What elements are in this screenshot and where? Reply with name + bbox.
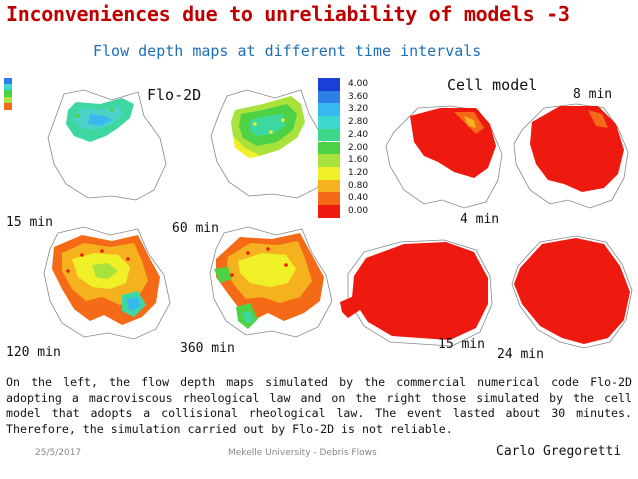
map-cell-15-min [340,239,493,347]
legend-label: 2.80 [348,117,369,128]
footer-date: 25/5/2017 [35,448,82,458]
legend-label: 0.40 [348,193,369,204]
legend-entry: 2.80 [318,116,378,129]
legend-swatch [318,103,340,117]
legend-swatch [318,154,340,167]
right-model-header: Cell model [447,76,538,94]
label-cell-24-min: 24 min [497,347,544,362]
label-cell-4-min: 4 min [460,212,500,227]
legend-swatch [318,166,340,180]
legend-entry: 3.60 [318,90,378,104]
slide-title: Inconveniences due to unreliability of m… [6,2,570,26]
legend-label: 1.60 [348,155,369,166]
legend-label: 3.20 [348,104,369,115]
label-flo2d-60-min: 60 min [172,221,219,236]
mini-color-bar [4,78,12,110]
map-flo2d-15-min [47,89,167,201]
legend-entry: 0.40 [318,192,378,205]
legend-label: 2.40 [348,129,369,140]
legend-label: 3.60 [348,91,369,102]
legend-swatch [318,78,340,91]
map-cell-24-min [511,235,633,349]
label-cell-15-min: 15 min [438,337,485,352]
legend-entry: 3.20 [318,103,378,117]
legend-swatch [318,141,340,155]
legend-label: 0.00 [348,206,369,216]
label-flo2d-360-min: 360 min [180,341,235,356]
depth-legend: 4.00 3.60 3.20 2.80 2.40 2.00 1.60 1.20 … [318,78,380,248]
map-flo2d-60-min [210,89,330,199]
legend-entry: 0.80 [318,179,378,193]
legend-entry: 1.20 [318,166,378,180]
legend-label: 4.00 [348,79,369,89]
footer-center-text: Mekelle University - Debris Flows [228,448,377,458]
legend-entry: 2.40 [318,128,378,142]
legend-swatch [318,179,340,193]
legend-entry: 1.60 [318,154,378,167]
label-flo2d-15-min: 15 min [6,215,53,230]
footer-author: Carlo Gregoretti [496,444,622,459]
legend-label: 1.20 [348,167,369,178]
legend-swatch [318,205,340,218]
map-flo2d-120-min [43,226,171,340]
legend-entry: 4.00 [318,78,378,91]
legend-entry: 0.00 [318,205,378,218]
map-flo2d-360-min [209,226,333,338]
legend-swatch [318,90,340,104]
legend-label: 0.80 [348,180,369,191]
legend-label: 2.00 [348,142,369,153]
slide-subtitle: Flow depth maps at different time interv… [93,42,482,60]
legend-swatch [318,192,340,205]
label-cell-8-min: 8 min [573,87,613,102]
legend-swatch [318,116,340,129]
map-cell-8-min [513,103,629,209]
map-cell-4-min [385,105,503,209]
legend-entry: 2.00 [318,141,378,155]
label-flo2d-120-min: 120 min [6,345,61,360]
legend-swatch [318,128,340,142]
slide-caption: On the left, the flow depth maps simulat… [6,375,632,436]
left-model-header: Flo-2D [147,86,202,104]
